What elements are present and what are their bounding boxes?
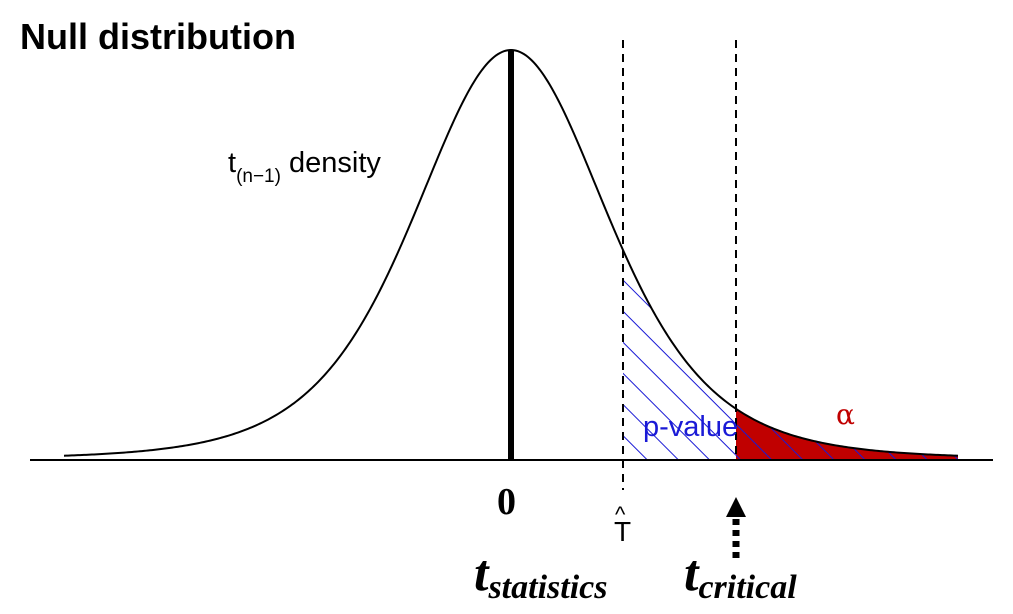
p-value-label: p-value — [643, 411, 738, 443]
critical-arrow-head — [726, 497, 746, 517]
t-statistics-label: tstatistics — [474, 545, 607, 606]
alpha-region — [736, 408, 958, 460]
diagram-title: Null distribution — [20, 16, 296, 57]
t-critical-label: tcritical — [684, 545, 797, 606]
alpha-label: α — [836, 398, 855, 431]
p-value-region — [623, 250, 736, 460]
t-hat-label: T — [614, 516, 631, 547]
density-label: t(n−1) density — [228, 147, 381, 187]
t-hat-accent: ^ — [615, 502, 626, 527]
zero-label: 0 — [497, 481, 516, 523]
